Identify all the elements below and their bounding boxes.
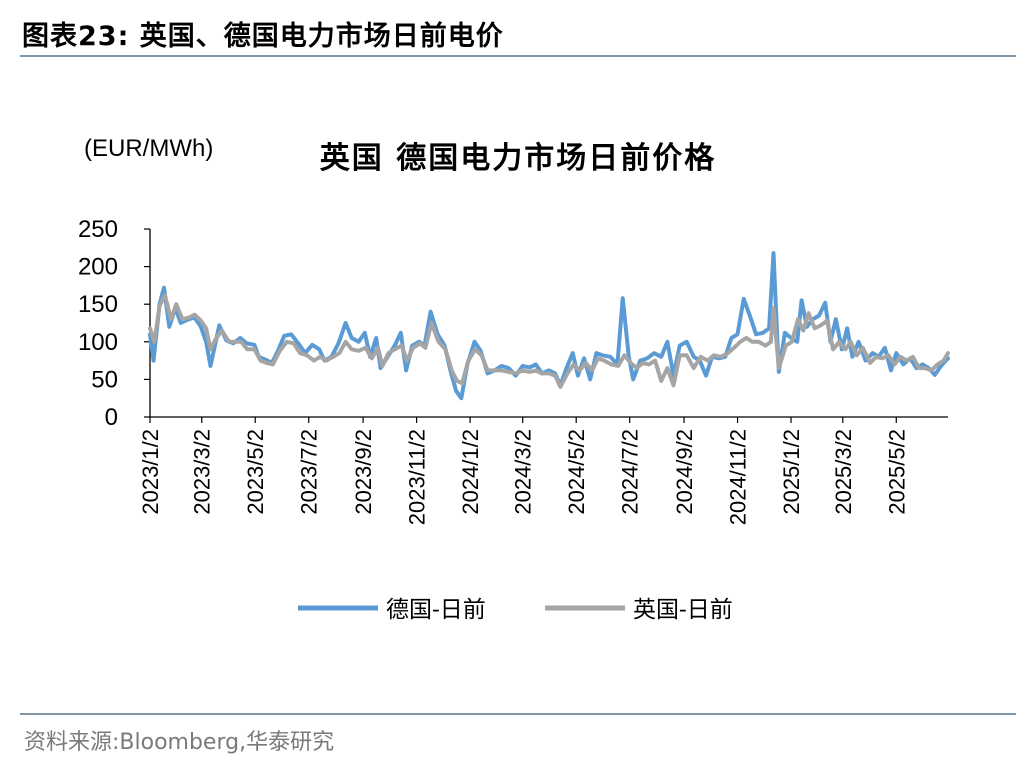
series-layer <box>148 251 950 401</box>
x-tick-label: 2023/11/2 <box>405 429 430 525</box>
x-tick-label: 2025/5/2 <box>884 429 909 515</box>
x-tick-label: 2024/9/2 <box>672 429 697 515</box>
figure-title: 图表23: 英国、德国电力市场日前电价 <box>22 21 504 52</box>
legend-label: 德国-日前 <box>386 597 486 623</box>
y-tick-label: 0 <box>105 404 118 431</box>
x-tick-label: 2024/5/2 <box>564 429 589 515</box>
y-tick-label: 50 <box>91 366 118 393</box>
x-tick-label: 2023/1/2 <box>138 429 163 515</box>
x-tick-label: 2023/7/2 <box>297 429 322 515</box>
series-line-uk <box>148 293 950 389</box>
chart-legend: 德国-日前 英国-日前 <box>298 597 733 623</box>
y-axis-unit-label: (EUR/MWh) <box>84 135 213 162</box>
x-tick-label: 2023/9/2 <box>351 429 376 515</box>
header-rule <box>20 55 1016 57</box>
chart-title: 英国 德国电力市场日前价格 <box>320 141 716 176</box>
footer-rule <box>20 713 1016 715</box>
x-tick-label: 2024/1/2 <box>458 429 483 515</box>
source-note: 资料来源:Bloomberg,华泰研究 <box>24 730 335 755</box>
x-tick-label: 2024/3/2 <box>511 429 536 515</box>
x-tick-label: 2025/1/2 <box>779 429 804 515</box>
x-tick-label: 2025/3/2 <box>831 429 856 515</box>
y-tick-label: 100 <box>78 329 118 356</box>
x-tick-label: 2024/11/2 <box>726 429 751 525</box>
x-tick-label: 2024/7/2 <box>618 429 643 515</box>
legend-label: 英国-日前 <box>633 597 733 623</box>
x-tick-label: 2023/5/2 <box>243 429 268 515</box>
x-tick-label: 2023/3/2 <box>190 429 215 515</box>
y-tick-label: 150 <box>78 291 118 318</box>
y-tick-label: 250 <box>78 216 118 243</box>
line-chart: (EUR/MWh) 英国 德国电力市场日前价格 0 50 100 150 200 250 2… <box>78 135 950 623</box>
chart-axes: 0 50 100 150 200 250 2023/1/2 2023/3/2 2023/5/2 2… <box>78 216 948 525</box>
y-tick-label: 200 <box>78 254 118 281</box>
